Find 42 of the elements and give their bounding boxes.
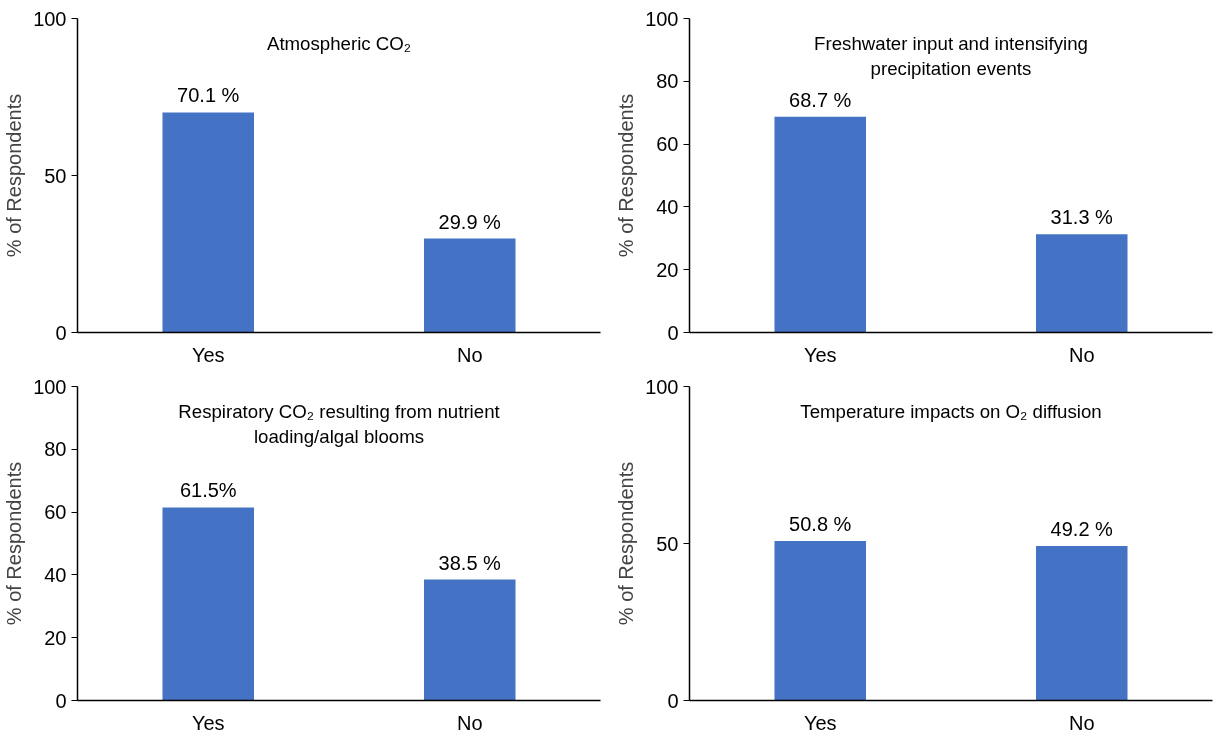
y-tick-label: 20 [656, 258, 679, 281]
y-tick-label: 50 [656, 532, 679, 555]
y-tick-label: 40 [656, 195, 679, 218]
x-tick-label: No [456, 711, 483, 734]
y-tick-label: 60 [44, 501, 67, 524]
y-tick-label: 80 [44, 438, 67, 461]
data-label: 38.5 % [438, 551, 502, 574]
data-label: 50.8 % [789, 512, 852, 535]
y-tick-label: 40 [44, 563, 67, 586]
x-tick-label: No [1068, 711, 1095, 734]
y-axis-title: % of Respondents [3, 461, 26, 626]
x-tick-label: No [1068, 343, 1095, 366]
data-label: 49.2 % [1050, 518, 1114, 541]
y-tick-label: 0 [55, 689, 67, 712]
y-tick-label: 20 [44, 626, 67, 649]
y-tick-label: 80 [656, 70, 679, 93]
data-label: 61.5% [179, 479, 237, 502]
y-tick-label: 60 [656, 133, 679, 156]
text: Respiratory CO₂ resulting from nutrient loading/algal blooms [178, 400, 501, 447]
x-tick-label: Yes [191, 343, 225, 366]
y-axis-title: % of Respondents [3, 93, 26, 258]
x-tick-label: Yes [191, 711, 225, 734]
data-label: 29.9 % [438, 210, 502, 233]
y-tick-label: 100 [33, 375, 67, 398]
x-tick-label: Yes [803, 711, 837, 734]
text: Temperature impacts on O₂ diffusion [800, 400, 1102, 422]
text: Atmospheric CO₂ [266, 32, 412, 54]
y-axis-title: % of Respondents [615, 461, 638, 626]
y-tick-label: 100 [645, 375, 679, 398]
data-label: 31.3 % [1050, 206, 1114, 229]
y-tick-label: 0 [667, 321, 679, 344]
data-label: 70.1 % [177, 84, 240, 107]
y-tick-label: 50 [44, 164, 67, 187]
y-axis-title: % of Respondents [615, 93, 638, 258]
y-tick-label: 0 [667, 689, 679, 712]
x-tick-label: No [456, 343, 483, 366]
data-label: 68.7 % [789, 88, 852, 111]
text: Freshwater input and intensifying precipitation events [814, 32, 1088, 79]
y-tick-label: 100 [645, 7, 679, 30]
x-tick-label: Yes [803, 343, 837, 366]
y-tick-label: 0 [55, 321, 67, 344]
y-tick-label: 100 [33, 7, 67, 30]
